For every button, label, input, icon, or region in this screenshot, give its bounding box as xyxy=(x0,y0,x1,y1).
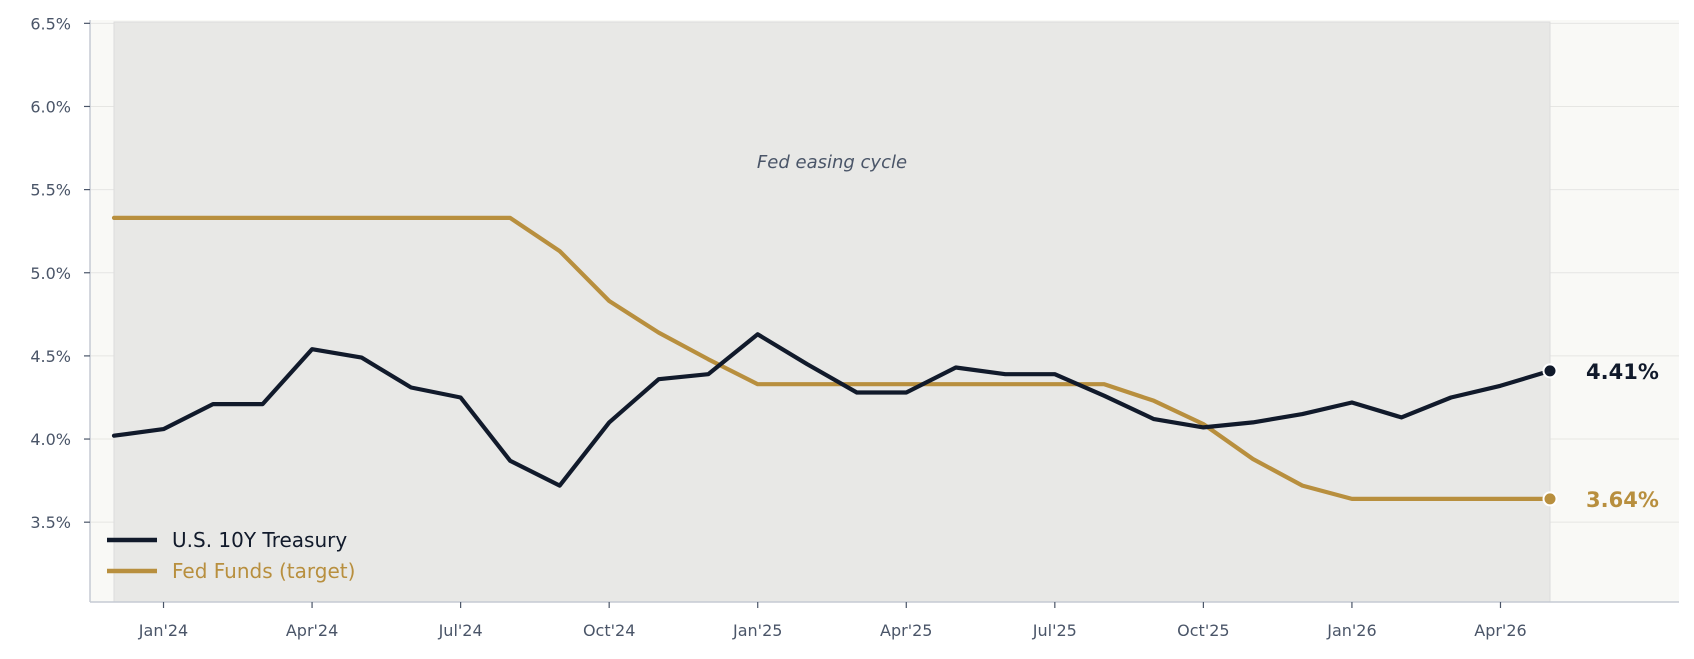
shading-annotation: Fed easing cycle xyxy=(757,152,907,173)
legend: U.S. 10Y Treasury Fed Funds (target) xyxy=(107,528,355,583)
x-tick-label: Oct'25 xyxy=(1177,621,1229,640)
x-tick-label: Jan'26 xyxy=(1326,621,1376,640)
x-tick-label: Jul'24 xyxy=(438,621,483,640)
x-tick-label: Jan'24 xyxy=(138,621,188,640)
y-tick-label: 3.5% xyxy=(30,513,71,532)
y-tick-label: 6.5% xyxy=(30,14,71,33)
end-marker xyxy=(1542,363,1558,379)
end-value-label: 3.64% xyxy=(1586,488,1659,512)
x-tick-label: Apr'26 xyxy=(1474,621,1526,640)
x-tick-label: Apr'24 xyxy=(286,621,338,640)
series-lines xyxy=(111,215,1553,501)
x-tick-label: Jan'25 xyxy=(732,621,782,640)
series-end-markers: 4.41% 3.64% xyxy=(1542,360,1659,512)
end-value-label: 4.41% xyxy=(1586,360,1659,384)
y-tick-label: 5.0% xyxy=(30,264,71,283)
x-tick-label: Oct'24 xyxy=(583,621,635,640)
x-axis-ticks: Jan'24 Apr'24 Jul'24 Oct'24 Jan'25 Apr'25 Jul'… xyxy=(138,602,1527,640)
series-line-treasury xyxy=(111,332,1553,488)
y-tick-label: 6.0% xyxy=(30,97,71,116)
series-line-fed-funds xyxy=(111,215,1553,501)
y-axis-ticks: 3.5% 4.0% 4.5% 5.0% 5.5% 6.0% 6.5% xyxy=(30,14,90,532)
end-marker xyxy=(1542,491,1558,507)
easing-cycle-shading xyxy=(113,21,1551,603)
y-tick-label: 5.5% xyxy=(30,181,71,200)
legend-label: U.S. 10Y Treasury xyxy=(172,528,347,552)
x-tick-label: Apr'25 xyxy=(880,621,932,640)
x-tick-label: Jul'25 xyxy=(1032,621,1077,640)
y-tick-label: 4.5% xyxy=(30,347,71,366)
legend-label: Fed Funds (target) xyxy=(172,559,355,583)
y-tick-label: 4.0% xyxy=(30,430,71,449)
